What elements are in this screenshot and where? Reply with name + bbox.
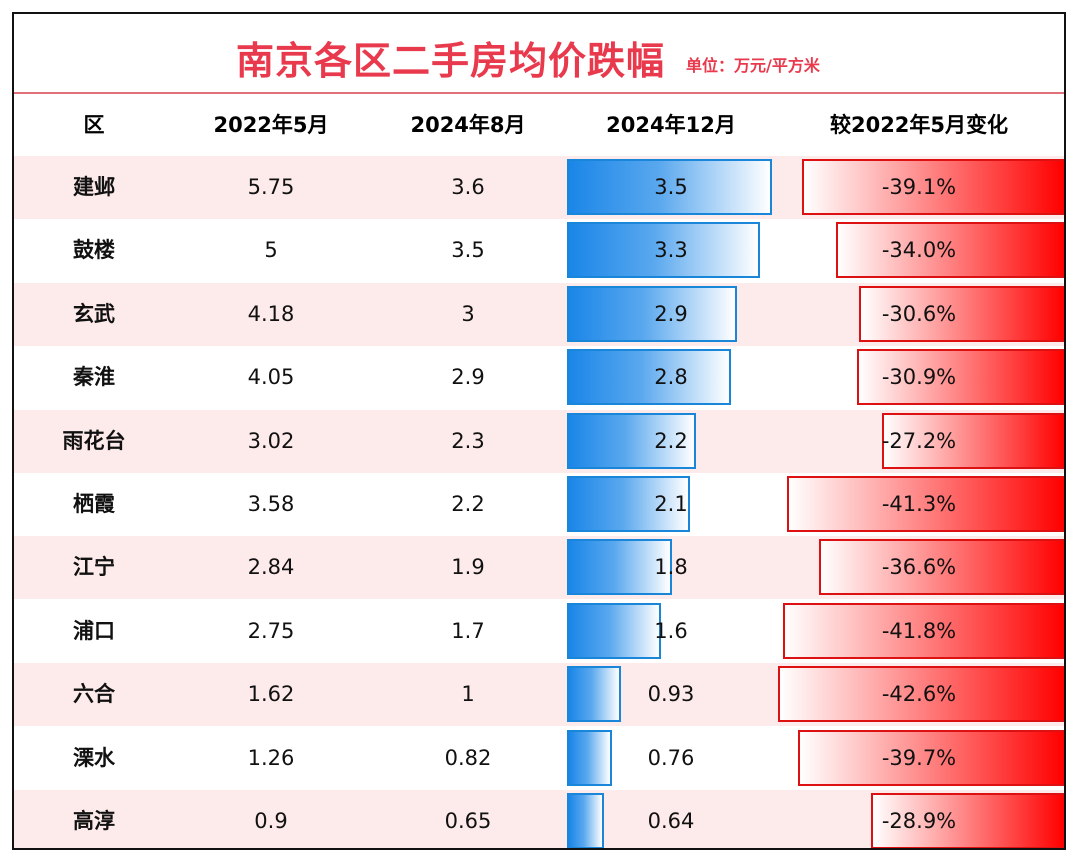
district-name: 高淳	[73, 809, 115, 833]
header-may2022: 2022年5月	[213, 113, 329, 137]
value-dec2024: 2.2	[654, 428, 688, 453]
table-row: 江宁 2.84 1.9 1.8 -36.6%	[14, 536, 1064, 600]
table-row: 玄武 4.18 3 2.9 -30.6%	[14, 282, 1064, 346]
header-change: 较2022年5月变化	[829, 113, 1009, 137]
value-dec2024: 2.9	[654, 301, 688, 326]
change-bar	[778, 666, 1064, 723]
chart-title: 南京各区二手房均价跌幅	[236, 39, 666, 83]
change-bar	[836, 222, 1064, 279]
header-aug2024: 2024年8月	[410, 113, 526, 137]
value-dec2024: 0.64	[647, 809, 695, 833]
value-may2022: 4.18	[247, 301, 295, 326]
change-bar	[797, 729, 1064, 786]
value-aug2024: 2.3	[451, 428, 485, 453]
value-aug2024: 2.9	[451, 365, 485, 390]
value-dec2024: 2.1	[654, 492, 688, 516]
value-aug2024: 0.82	[444, 745, 492, 770]
value-change: -30.9%	[881, 365, 957, 390]
value-may2022: 1.26	[247, 745, 295, 770]
table-row: 栖霞 3.58 2.2 2.1 -41.3%	[14, 473, 1064, 536]
chart-frame: 南京各区二手房均价跌幅 单位：万元/平方米 区 2022年5月 2024年8月 …	[12, 12, 1066, 850]
value-dec2024: 2.8	[654, 365, 688, 390]
change-bar	[801, 159, 1064, 215]
value-change: -30.6%	[881, 301, 957, 326]
value-may2022: 3.58	[247, 492, 295, 516]
value-aug2024: 3	[461, 301, 475, 326]
dec2024-bar	[567, 666, 622, 723]
value-change: -28.9%	[881, 809, 957, 833]
header-district: 区	[83, 113, 105, 137]
change-bar	[786, 476, 1064, 532]
value-change: -42.6%	[881, 682, 957, 707]
value-aug2024: 3.6	[451, 175, 485, 199]
value-may2022: 2.84	[247, 555, 295, 580]
value-dec2024: 1.8	[654, 555, 688, 580]
unit-label: 单位：万元/平方米	[686, 56, 820, 75]
value-dec2024: 0.93	[647, 682, 695, 707]
value-may2022: 5.75	[247, 175, 295, 199]
value-aug2024: 2.2	[451, 492, 485, 516]
dec2024-bar	[567, 285, 737, 342]
change-bar	[859, 285, 1064, 342]
dec2024-bar	[567, 729, 612, 786]
value-dec2024: 3.3	[654, 238, 688, 263]
district-name: 六合	[73, 682, 115, 707]
value-may2022: 4.05	[247, 365, 295, 390]
table-row: 建邺 5.75 3.6 3.5 -39.1%	[14, 156, 1064, 219]
dec2024-bar	[567, 539, 673, 596]
value-may2022: 2.75	[247, 618, 295, 643]
district-name: 溧水	[73, 745, 115, 770]
value-change: -39.7%	[881, 745, 957, 770]
value-may2022: 3.02	[247, 428, 295, 453]
district-name: 雨花台	[62, 428, 126, 453]
district-name: 鼓楼	[73, 238, 115, 263]
value-change: -36.6%	[881, 555, 957, 580]
value-dec2024: 0.76	[647, 745, 695, 770]
title-bar: 南京各区二手房均价跌幅 单位：万元/平方米	[14, 14, 1064, 94]
header-dec2024: 2024年12月	[606, 113, 736, 137]
dec2024-bar	[567, 602, 661, 659]
dec2024-bar	[567, 476, 690, 532]
table-row: 秦淮 4.05 2.9 2.8 -30.9%	[14, 346, 1064, 409]
district-name: 栖霞	[73, 492, 115, 516]
value-aug2024: 3.5	[451, 238, 485, 263]
change-bar	[870, 793, 1064, 848]
dec2024-bar	[567, 412, 696, 469]
value-dec2024: 1.6	[654, 618, 688, 643]
dec2024-bar	[567, 222, 761, 279]
value-aug2024: 1.9	[451, 555, 485, 580]
value-change: -34.0%	[881, 238, 957, 263]
value-change: -41.8%	[881, 618, 957, 643]
table-row: 高淳 0.9 0.65 0.64 -28.9%	[14, 790, 1064, 848]
value-change: -39.1%	[881, 175, 957, 199]
dec2024-bar	[567, 793, 605, 848]
district-name: 建邺	[73, 175, 115, 199]
value-dec2024: 3.5	[654, 175, 688, 199]
change-bar	[818, 539, 1064, 596]
district-name: 玄武	[73, 301, 115, 326]
value-change: -41.3%	[881, 492, 957, 516]
district-name: 江宁	[73, 555, 115, 580]
table-row: 鼓楼 5 3.5 3.3 -34.0%	[14, 219, 1064, 282]
value-may2022: 1.62	[247, 682, 295, 707]
table-row: 溧水 1.26 0.82 0.76 -39.7%	[14, 727, 1064, 790]
change-bar	[783, 602, 1064, 659]
value-may2022: 5	[264, 238, 278, 263]
value-change: -27.2%	[881, 428, 957, 453]
change-bar	[882, 412, 1064, 469]
value-aug2024: 1.7	[451, 618, 485, 643]
table-row: 六合 1.62 1 0.93 -42.6%	[14, 663, 1064, 727]
district-name: 秦淮	[73, 365, 115, 390]
value-aug2024: 0.65	[444, 809, 492, 833]
dec2024-bar	[567, 349, 731, 406]
value-may2022: 0.9	[254, 809, 288, 833]
table-row: 浦口 2.75 1.7 1.6 -41.8%	[14, 600, 1064, 663]
change-bar	[857, 349, 1064, 406]
district-name: 浦口	[73, 618, 115, 643]
table-row: 雨花台 3.02 2.3 2.2 -27.2%	[14, 409, 1064, 473]
dec2024-bar	[567, 159, 772, 215]
value-aug2024: 1	[461, 682, 475, 707]
